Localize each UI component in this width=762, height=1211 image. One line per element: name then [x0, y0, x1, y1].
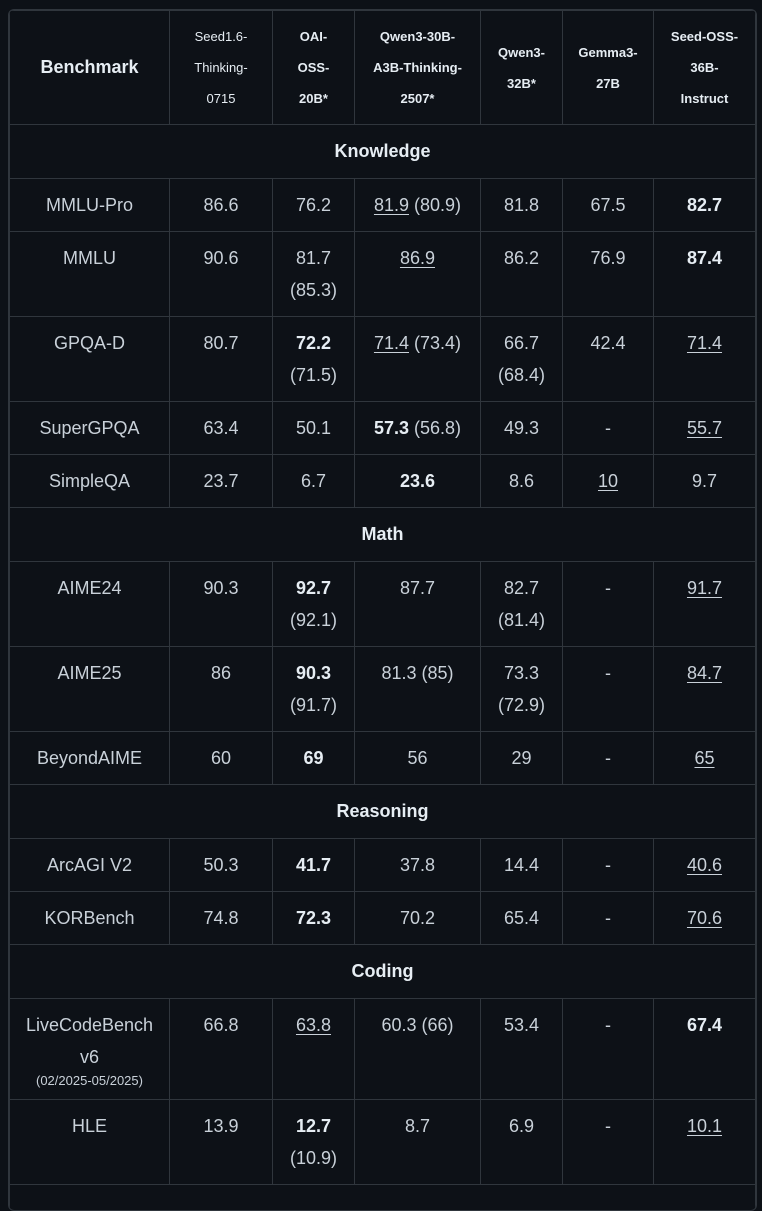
section-row: Coding — [10, 945, 756, 999]
benchmark-name: GPQA-D — [10, 317, 170, 402]
header-qwen3-32b: Qwen3-32B* — [481, 11, 563, 125]
table-row: BeyondAIME 60 69 56 29 - 65 — [10, 732, 756, 785]
header-oai-oss: OAI-OSS-20B* — [273, 11, 355, 125]
benchmark-name: LiveCodeBench v6 (02/2025-05/2025) — [10, 999, 170, 1100]
table-row: KORBench 74.8 72.3 70.2 65.4 - 70.6 — [10, 892, 756, 945]
table-row: LiveCodeBench v6 (02/2025-05/2025) 66.8 … — [10, 999, 756, 1100]
benchmark-name: MMLU — [10, 232, 170, 317]
benchmark-name: MMLU-Pro — [10, 179, 170, 232]
table-row: MMLU-Pro 86.6 76.2 81.9 (80.9) 81.8 67.5… — [10, 179, 756, 232]
benchmark-name: SimpleQA — [10, 455, 170, 508]
table-row: ArcAGI V2 50.3 41.7 37.8 14.4 - 40.6 — [10, 839, 756, 892]
header-benchmark: Benchmark — [10, 11, 170, 125]
benchmark-name: AIME25 — [10, 647, 170, 732]
table-row — [10, 1185, 756, 1211]
header-gemma3: Gemma3-27B — [563, 11, 654, 125]
table-row: AIME25 86 90.3(91.7) 81.3 (85) 73.3(72.9… — [10, 647, 756, 732]
section-row: Knowledge — [10, 125, 756, 179]
section-row: Math — [10, 508, 756, 562]
benchmark-name: SuperGPQA — [10, 402, 170, 455]
benchmark-name: HLE — [10, 1100, 170, 1185]
benchmark-table-container: Benchmark Seed1.6-Thinking-0715 OAI-OSS-… — [8, 9, 757, 1211]
section-reasoning: Reasoning — [10, 785, 756, 839]
table-row: MMLU 90.6 81.7(85.3) 86.9 86.2 76.9 87.4 — [10, 232, 756, 317]
table-row: GPQA-D 80.7 72.2(71.5) 71.4 (73.4) 66.7(… — [10, 317, 756, 402]
table-row: HLE 13.9 12.7(10.9) 8.7 6.9 - 10.1 — [10, 1100, 756, 1185]
header-seed1-6: Seed1.6-Thinking-0715 — [170, 11, 273, 125]
header-qwen3-30b: Qwen3-30B-A3B-Thinking-2507* — [355, 11, 481, 125]
benchmark-name: BeyondAIME — [10, 732, 170, 785]
header-row: Benchmark Seed1.6-Thinking-0715 OAI-OSS-… — [10, 11, 756, 125]
benchmark-name: AIME24 — [10, 562, 170, 647]
section-row: Reasoning — [10, 785, 756, 839]
table-row: AIME24 90.3 92.7(92.1) 87.7 82.7(81.4) -… — [10, 562, 756, 647]
section-knowledge: Knowledge — [10, 125, 756, 179]
benchmark-name: ArcAGI V2 — [10, 839, 170, 892]
benchmark-table: Benchmark Seed1.6-Thinking-0715 OAI-OSS-… — [9, 10, 756, 1211]
header-seed-oss: Seed-OSS-36B-Instruct — [654, 11, 756, 125]
table-row: SimpleQA 23.7 6.7 23.6 8.6 10 9.7 — [10, 455, 756, 508]
table-row: SuperGPQA 63.4 50.1 57.3 (56.8) 49.3 - 5… — [10, 402, 756, 455]
section-coding: Coding — [10, 945, 756, 999]
benchmark-name: KORBench — [10, 892, 170, 945]
section-math: Math — [10, 508, 756, 562]
